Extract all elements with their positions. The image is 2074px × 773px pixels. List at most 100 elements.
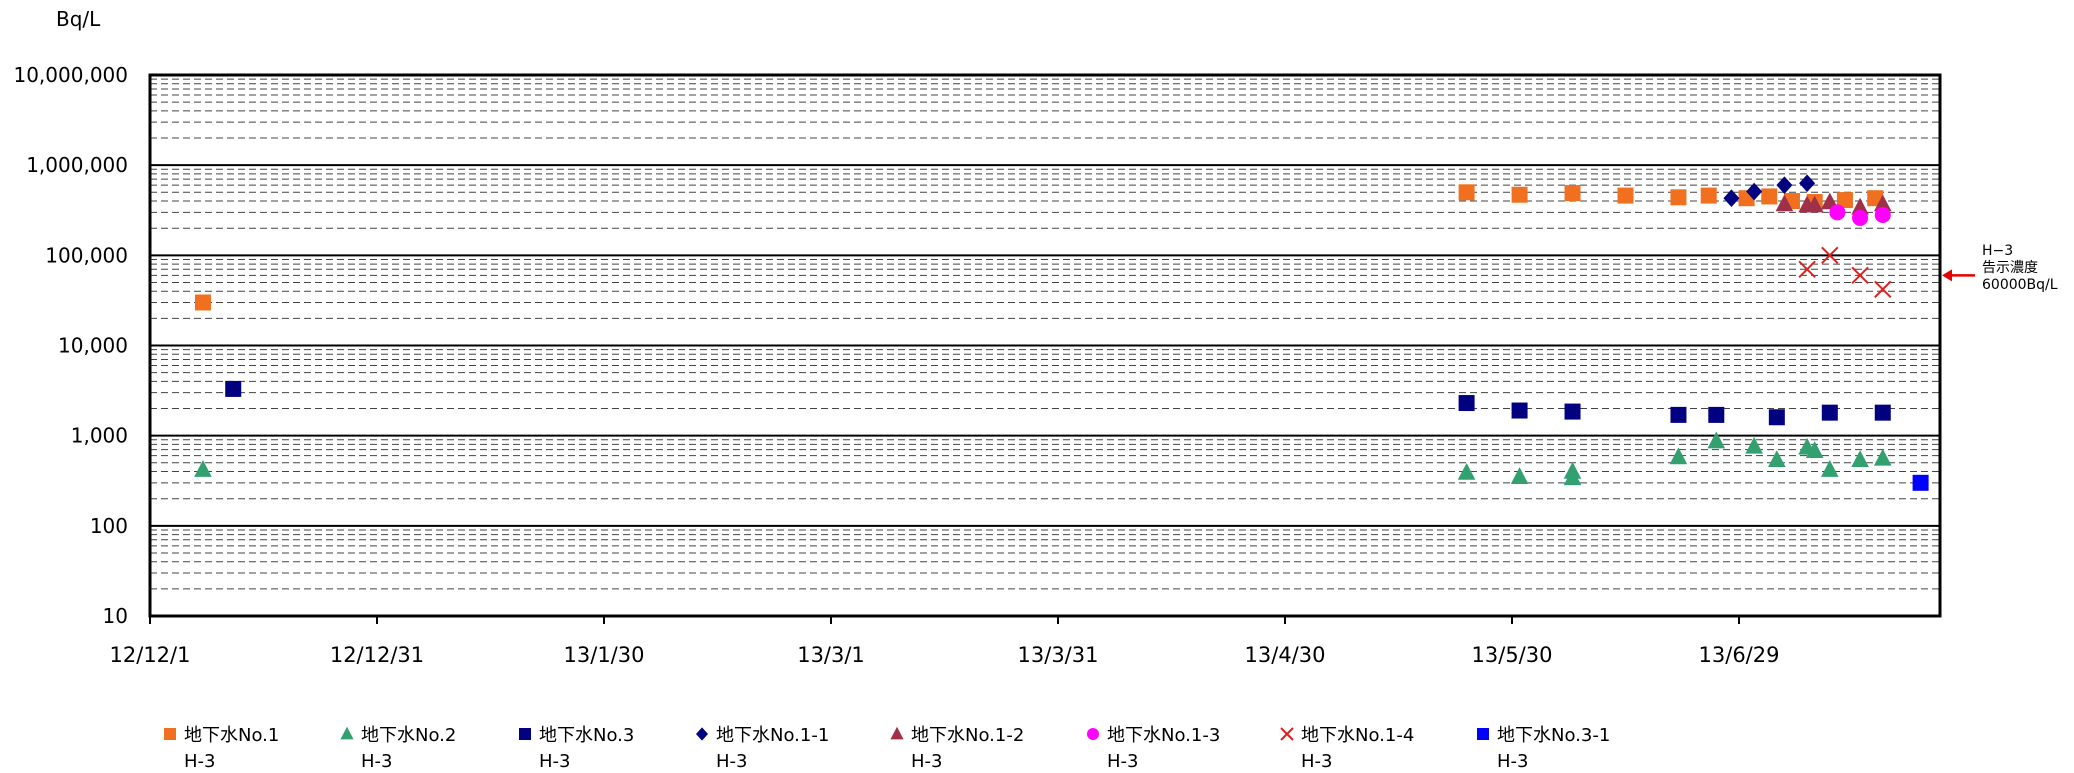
legend-sublabel: H-3 [361,751,392,769]
data-point [1745,436,1763,454]
legend-item: 地下水No.1-2 H-3 [890,725,1024,772]
y-tick-label: 10,000,000 [13,63,128,87]
series-4-marks [1723,174,1816,208]
data-point [1707,431,1726,449]
data-point [1510,467,1529,484]
legend-marker [519,728,531,740]
annotation-text: 60000Bq/L [1982,277,2058,293]
y-tick-label: 100 [90,514,128,538]
data-point [1563,461,1582,479]
series-8-marks [1912,474,1929,491]
y-tick-label: 1,000 [71,424,128,448]
annotation-text: H−3 [1982,243,2013,259]
data-point [1874,404,1891,421]
data-point [1851,450,1869,467]
legend-marker [1280,727,1294,741]
legend-label: 地下水No.3 [539,725,634,746]
data-point [1805,441,1824,458]
y-tick-label: 1,000,000 [26,153,128,177]
data-point [1458,395,1475,412]
legend-label: 地下水No.2 [361,725,456,746]
x-tick-label: 13/6/29 [1699,643,1780,667]
series-7-marks [1798,246,1892,299]
y-unit-label: Bq/L [56,7,101,31]
series-3-marks [225,380,1891,426]
x-tick-label: 12/12/31 [330,643,424,667]
legend-marker [1087,728,1099,740]
y-tick-label: 100,000 [45,243,128,267]
x-tick-label: 13/5/30 [1472,643,1553,667]
data-point [1852,209,1869,226]
data-point [1457,462,1476,480]
data-point [1746,182,1763,201]
legend-item: 地下水No.1 H-3 [164,725,279,772]
x-tick-label: 13/4/30 [1245,643,1326,667]
legend-sublabel: H-3 [716,751,747,769]
data-point [1768,450,1786,467]
legend-item: 地下水No.1-1 H-3 [696,725,829,772]
data-point [1617,187,1634,204]
data-point [1821,246,1839,265]
data-point [1564,185,1581,202]
legend: 地下水No.1 H-3 地下水No.2 H-3 地下水No.3 H-3 地下水No.1-1 H… [164,725,1610,772]
series-2-marks [194,431,1892,486]
legend-item: 地下水No.2 H-3 [340,725,456,772]
legend-sublabel: H-3 [184,751,215,769]
data-point [1821,404,1838,421]
data-point [194,294,211,311]
data-point [1458,184,1475,201]
legend-label: 地下水No.1 [184,725,279,746]
data-point [1829,204,1846,221]
data-point [1669,447,1688,465]
legend-item: 地下水No.3-1 H-3 [1477,725,1610,772]
data-point [194,460,212,477]
data-point [1851,266,1869,285]
x-axis-ticks: 12/12/1 12/12/31 13/1/30 13/3/1 13/3/31 13/4/… [110,616,1780,667]
x-tick-label: 13/3/1 [797,643,865,667]
data-point [1511,402,1528,419]
data-point [1836,192,1853,209]
annotation-arrow-head [1942,269,1952,282]
x-tick-label: 12/12/1 [110,643,191,667]
x-tick-label: 13/3/31 [1018,643,1099,667]
legend-label: 地下水No.1-1 [716,725,829,746]
legend-sublabel: H-3 [911,751,942,769]
data-point [1723,189,1740,208]
data-point [1873,448,1892,466]
data-point [1768,409,1785,426]
data-point [1708,406,1725,423]
data-marks [194,174,1929,491]
legend-marker [340,726,354,740]
plot-frame [148,73,1942,618]
legend-sublabel: H-3 [1107,751,1138,769]
legend-marker [164,728,176,740]
y-axis-ticks: 10,000,000 1,000,000 100,000 10,000 1,000 100… [13,63,128,628]
legend-marker [696,727,708,741]
grid [150,78,1940,590]
data-point [1776,176,1793,194]
data-point [1670,189,1687,206]
legend-sublabel: H-3 [1301,751,1332,769]
data-point [1700,187,1717,204]
x-tick-label: 13/1/30 [564,643,645,667]
legend-item: 地下水No.1-4 H-3 [1280,725,1414,772]
legend-item: 地下水No.1-3 H-3 [1087,725,1220,772]
data-point [1873,194,1892,212]
data-point [1761,188,1778,205]
data-point [1821,460,1839,477]
data-point [1511,186,1528,203]
data-point [1670,406,1687,423]
legend-marker [1477,728,1489,740]
y-tick-label: 10 [103,604,128,628]
data-point [1851,197,1869,215]
data-point [1912,474,1929,491]
legend-sublabel: H-3 [539,751,570,769]
series-6-marks [1829,204,1891,226]
legend-label: 地下水No.1-2 [911,725,1024,746]
legend-label: 地下水No.1-3 [1107,725,1220,746]
data-point [1874,207,1891,224]
series-5-marks [1775,192,1892,215]
